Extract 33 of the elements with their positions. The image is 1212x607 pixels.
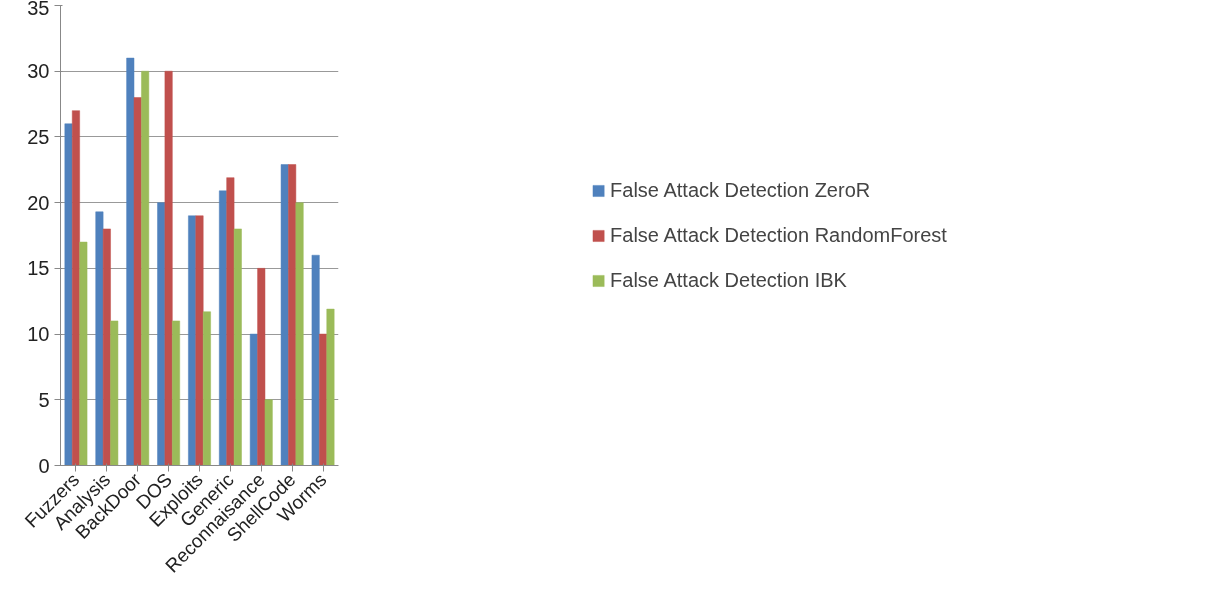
bar <box>311 254 320 466</box>
bar <box>195 215 204 466</box>
bar <box>95 211 104 466</box>
bar <box>257 268 266 466</box>
bar <box>326 308 335 466</box>
bar <box>164 70 173 466</box>
y-tick-label: 25 <box>27 125 50 148</box>
bar <box>202 311 211 466</box>
bar <box>295 202 304 466</box>
bar <box>288 164 297 466</box>
bar <box>280 164 289 466</box>
y-tick-label: 5 <box>38 388 50 411</box>
y-tick-label: 15 <box>27 257 50 280</box>
legend-label: False Attack Detection ZeroR <box>610 178 871 202</box>
bar <box>71 110 80 466</box>
bar <box>79 241 88 466</box>
y-tick-label: 10 <box>27 323 50 346</box>
bar <box>126 57 135 466</box>
legend-label: False Attack Detection RandomForest <box>610 223 947 247</box>
bar <box>141 70 150 466</box>
bar <box>172 320 180 466</box>
y-tick-label: 0 <box>38 454 50 477</box>
bar <box>264 399 273 466</box>
y-tick-label: 30 <box>27 60 50 83</box>
bar <box>64 123 73 466</box>
bar <box>110 320 119 466</box>
y-tick-label: 35 <box>27 0 50 19</box>
bar <box>102 228 111 466</box>
y-tick-label: 20 <box>27 191 50 214</box>
legend-label: False Attack Detection IBK <box>610 268 847 292</box>
bar <box>133 97 142 466</box>
bar <box>226 177 235 466</box>
bar <box>233 228 242 466</box>
